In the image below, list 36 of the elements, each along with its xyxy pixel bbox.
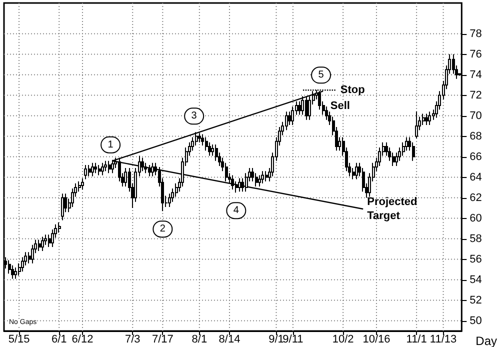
y-tick-label: 64	[470, 171, 482, 184]
annotation: 4	[233, 205, 240, 216]
series-label: Stop	[340, 84, 366, 96]
y-tick-label: 58	[470, 232, 482, 245]
x-tick-label: 7/17	[152, 334, 174, 346]
annotation: 3	[191, 110, 198, 122]
y-tick-label: 50	[470, 314, 482, 327]
y-tick-label: 76	[470, 48, 482, 60]
x-tick-label: 8/1	[192, 334, 208, 346]
x-tick-label: 6/12	[72, 334, 94, 346]
y-tick-label: 72	[470, 89, 482, 102]
annotation: Sell	[330, 100, 350, 112]
series-label: Projected Target	[367, 196, 420, 222]
y-tick-label: 56	[470, 253, 482, 266]
y-tick-label: 54	[470, 274, 482, 286]
y-tick-label: 60	[470, 212, 482, 224]
x-tick-label: 9/11	[282, 334, 304, 346]
x-tick-label: 11/13	[430, 334, 457, 346]
y-tick-label: 70	[470, 110, 482, 122]
y-tick-label: 68	[470, 130, 482, 142]
x-tick-label: 7/3	[124, 334, 140, 346]
y-tick-label: 74	[470, 68, 482, 81]
x-tick-label: 11/1	[406, 334, 427, 346]
annotation: 2	[160, 224, 166, 235]
y-tick-label: 52	[470, 294, 482, 306]
x-tick-label: 5/15	[8, 334, 30, 346]
y-tick-label: 66	[470, 150, 482, 163]
y-tick-label: 78	[470, 28, 482, 40]
x-tick-label: 10/2	[332, 334, 354, 346]
annotation: 5	[318, 70, 324, 81]
y-tick-label: 62	[470, 192, 482, 204]
x-tick-label: 10/16	[362, 334, 390, 346]
x-tick-label: 9/1	[268, 334, 284, 346]
x-tick-label: 6/1	[51, 334, 67, 346]
annotation: 1	[108, 139, 114, 150]
x-tick-label: 8/14	[218, 334, 240, 346]
